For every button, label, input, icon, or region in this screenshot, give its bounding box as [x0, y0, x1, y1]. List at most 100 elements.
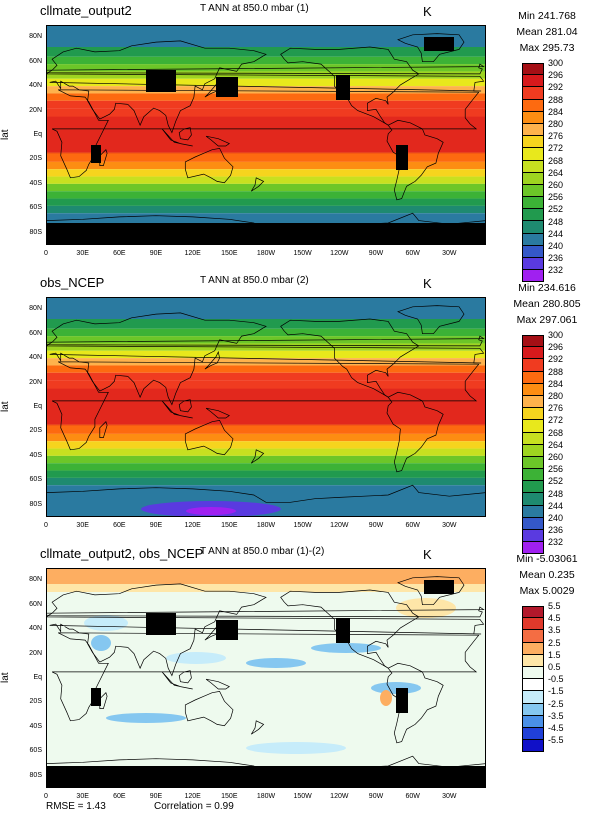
- lon-tick-label: 120W: [330, 522, 349, 529]
- colorbar-label: 300: [548, 330, 564, 340]
- colorbar-label: -1.5: [548, 686, 564, 697]
- missing-data-mask: [146, 613, 176, 635]
- temperature-band: [46, 455, 486, 464]
- coastline-nz: [251, 720, 265, 735]
- lat-tick-label: 20N: [29, 378, 42, 386]
- lon-tick-label: 120E: [184, 522, 201, 529]
- temperature-band: [46, 169, 486, 177]
- colorbar-label: 240: [548, 513, 564, 523]
- missing-data-mask: [424, 580, 454, 594]
- colorbar-label: 240: [548, 241, 564, 251]
- units-label: K: [423, 547, 432, 562]
- temperature-band: [46, 297, 486, 319]
- temperature-band: [46, 93, 486, 101]
- missing-data-mask: [336, 618, 350, 643]
- panel-title: cllmate_output2, obs_NCEP: [40, 546, 204, 561]
- colorbar-swatch: [522, 481, 544, 494]
- colorbar-swatch: [522, 493, 544, 506]
- colorbar-swatch: [522, 456, 544, 470]
- colorbar-swatch: [522, 679, 544, 692]
- stats-box: Min -5.03061 Mean 0.235 Max 5.0029: [492, 551, 602, 599]
- colorbar-swatch: [522, 542, 544, 555]
- coastline-greenland: [397, 576, 465, 606]
- map-frame: [46, 25, 486, 245]
- temperature-band: [46, 350, 486, 359]
- coastline-samerica: [386, 391, 444, 473]
- lat-tick-label: 60S: [29, 204, 42, 212]
- temperature-band: [46, 433, 486, 442]
- colorbar-label: 1.5: [548, 649, 561, 660]
- colorbar-label: 288: [548, 94, 564, 105]
- colorbar-label: 268: [548, 155, 564, 166]
- map-panel-obs: obs_NCEP T ANN at 850.0 mbar (2) K Min 234…: [0, 272, 606, 555]
- lat-tick-label: 40S: [29, 722, 42, 730]
- colorbar-swatch: [522, 703, 544, 716]
- variable-label: T ANN at 850.0 mbar (1)-(2): [200, 546, 325, 557]
- lat-tick-label: 20S: [29, 698, 42, 706]
- colorbar-label: 232: [548, 537, 564, 548]
- lon-tick-label: 120E: [184, 250, 201, 257]
- lon-tick-label: 90W: [368, 522, 384, 529]
- lon-tick-label: 180W: [256, 522, 276, 529]
- colorbar-label: 236: [548, 525, 564, 536]
- lat-tick-label: 40S: [29, 179, 42, 187]
- lat-tick-label: 40N: [29, 82, 42, 90]
- lon-tick-label: 150E: [221, 250, 238, 257]
- lat-tick-label: 20N: [29, 106, 42, 114]
- temperature-band: [46, 176, 486, 184]
- coastline-borneo: [178, 399, 192, 413]
- colorbar-label: 232: [548, 265, 564, 276]
- lon-tick-label: 30W: [442, 793, 457, 800]
- lat-tick-label: 80S: [29, 771, 42, 779]
- warm-band: [46, 116, 486, 154]
- correlation-label: Correlation = 0.99: [154, 801, 234, 812]
- coastline-africa: [51, 632, 480, 722]
- colorbar-swatch: [522, 618, 544, 631]
- lat-tick-label: 60S: [29, 747, 42, 755]
- colorbar-label: 248: [548, 488, 564, 499]
- missing-data-mask: [424, 37, 454, 51]
- temperature-band: [46, 152, 486, 162]
- coastline-borneo: [178, 670, 192, 684]
- lat-tick-label: 40S: [29, 451, 42, 459]
- temperature-band: [46, 64, 486, 72]
- coastline-namerica: [280, 318, 420, 398]
- colorbar-label: 5.5: [548, 601, 561, 611]
- anomaly-region: [91, 635, 111, 651]
- colorbar-swatch: [522, 359, 544, 372]
- colorbar-swatch: [522, 691, 544, 704]
- map-panel-model: cllmate_output2 T ANN at 850.0 mbar (1) K …: [0, 0, 606, 283]
- colorbar-label: 284: [548, 378, 564, 389]
- coastline-africa: [51, 89, 480, 179]
- colorbar-swatch: [522, 99, 544, 112]
- temperature-band: [46, 448, 486, 456]
- missing-data-mask: [91, 688, 101, 706]
- lon-tick-label: 150W: [293, 522, 312, 529]
- coastline-namerica: [280, 46, 420, 126]
- coastline-indonesia: [161, 128, 193, 147]
- colorbar-label: 280: [548, 119, 564, 129]
- lon-tick-label: 30W: [442, 522, 457, 529]
- lon-tick-label: 120E: [184, 793, 201, 800]
- stat-min: Min 234.616: [518, 282, 576, 294]
- colorbar-swatch: [522, 505, 544, 518]
- colorbar: [522, 606, 544, 753]
- temperature-band: [46, 86, 486, 94]
- lon-tick-label: 30E: [76, 793, 89, 800]
- lon-tick-label: 90W: [368, 250, 384, 257]
- variable-label: T ANN at 850.0 mbar (1): [200, 3, 309, 14]
- lat-tick-label: Eq: [33, 131, 42, 138]
- colorbar-label: 244: [548, 228, 564, 239]
- arctic-warm-band-2: [46, 584, 486, 592]
- lat-tick-label: 40N: [29, 354, 42, 362]
- arctic-warm-band: [46, 568, 486, 584]
- lon-tick-label: 60W: [405, 793, 420, 800]
- anomaly-region: [166, 652, 226, 664]
- lon-tick-label: 150W: [293, 793, 312, 800]
- lat-tick-label: 60N: [29, 57, 42, 65]
- colorbar-label: 276: [548, 403, 564, 414]
- colorbar-swatch: [522, 395, 544, 409]
- temperature-band: [46, 25, 486, 47]
- coastline-borneo: [178, 127, 192, 141]
- colorbar-label: 268: [548, 427, 564, 438]
